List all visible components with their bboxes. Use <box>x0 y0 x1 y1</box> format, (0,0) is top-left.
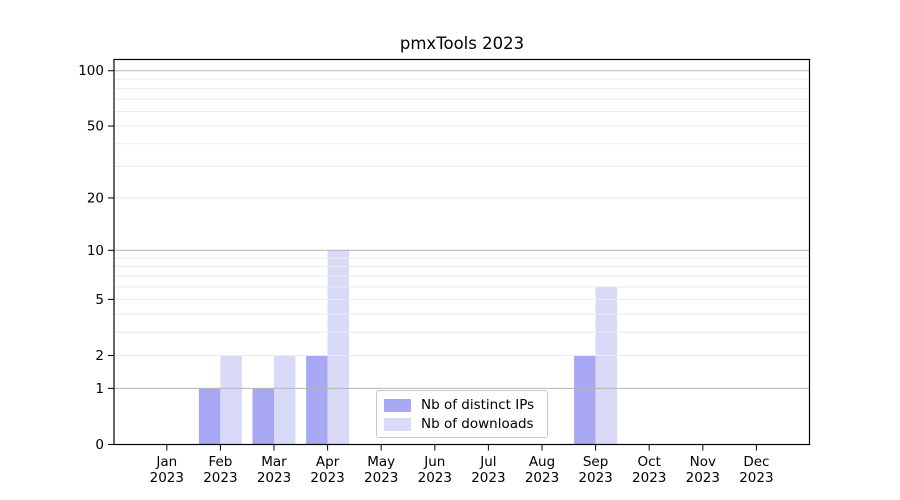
x-tick-label-month-may: May <box>367 454 395 470</box>
x-tick-label-month-feb: Feb <box>208 454 232 470</box>
bar-distinct-ips-apr <box>306 355 328 445</box>
x-tick-label-month-sep: Sep <box>583 454 608 470</box>
plot-border <box>113 58 811 446</box>
bar-distinct-ips-feb <box>198 388 221 445</box>
x-tick-label-year-jul: 2023 <box>471 470 505 486</box>
y-tick-label-5: 5 <box>95 292 104 308</box>
x-tick-label-month-jul: Jul <box>479 454 496 470</box>
x-tick-label-year-dec: 2023 <box>739 470 773 486</box>
bar-distinct-ips-mar <box>252 388 274 445</box>
bar-downloads-apr <box>327 250 350 445</box>
legend-entry-downloads: Nb of downloads <box>384 416 539 432</box>
chart-title: pmxTools 2023 <box>399 34 525 53</box>
x-tick-label-year-oct: 2023 <box>632 470 666 486</box>
x-tick-label-month-apr: Apr <box>316 454 340 470</box>
x-tick-label-month-oct: Oct <box>638 454 661 470</box>
x-tick-label-month-aug: Aug <box>529 454 555 470</box>
y-tick-label-2: 2 <box>95 348 104 364</box>
x-tick-label-month-nov: Nov <box>690 454 716 470</box>
x-tick-label-year-jan: 2023 <box>150 470 184 486</box>
legend-swatch-distinct-ips <box>384 398 411 412</box>
y-tick-label-50: 50 <box>87 119 104 135</box>
x-tick-label-month-jan: Jan <box>155 454 177 470</box>
legend-swatch-downloads <box>384 417 411 431</box>
legend-entry-distinct-ips: Nb of distinct IPs <box>384 397 539 413</box>
y-tick-label-10: 10 <box>87 243 104 259</box>
y-tick-label-20: 20 <box>87 190 104 206</box>
x-tick-label-year-apr: 2023 <box>310 470 344 486</box>
x-tick-label-year-mar: 2023 <box>257 470 291 486</box>
x-tick-label-year-feb: 2023 <box>203 470 237 486</box>
legend-label-downloads: Nb of downloads <box>421 416 534 432</box>
legend-label-distinct-ips: Nb of distinct IPs <box>421 397 535 413</box>
y-tick-label-1: 1 <box>95 381 104 397</box>
y-tick-label-0: 0 <box>95 437 104 453</box>
x-tick-label-month-jun: Jun <box>423 454 445 470</box>
x-tick-label-year-sep: 2023 <box>578 470 612 486</box>
x-tick-label-year-nov: 2023 <box>686 470 720 486</box>
legend: Nb of distinct IPs Nb of downloads <box>376 390 548 438</box>
y-tick-label-100: 100 <box>78 63 104 79</box>
x-tick-label-month-dec: Dec <box>743 454 769 470</box>
bar-downloads-sep <box>595 286 618 445</box>
x-tick-label-year-jun: 2023 <box>418 470 452 486</box>
bar-distinct-ips-sep <box>574 355 596 445</box>
x-tick-label-month-mar: Mar <box>261 454 287 470</box>
x-tick-label-year-aug: 2023 <box>525 470 559 486</box>
x-tick-label-year-may: 2023 <box>364 470 398 486</box>
bar-downloads-mar <box>274 355 296 445</box>
bar-downloads-feb <box>220 355 242 445</box>
